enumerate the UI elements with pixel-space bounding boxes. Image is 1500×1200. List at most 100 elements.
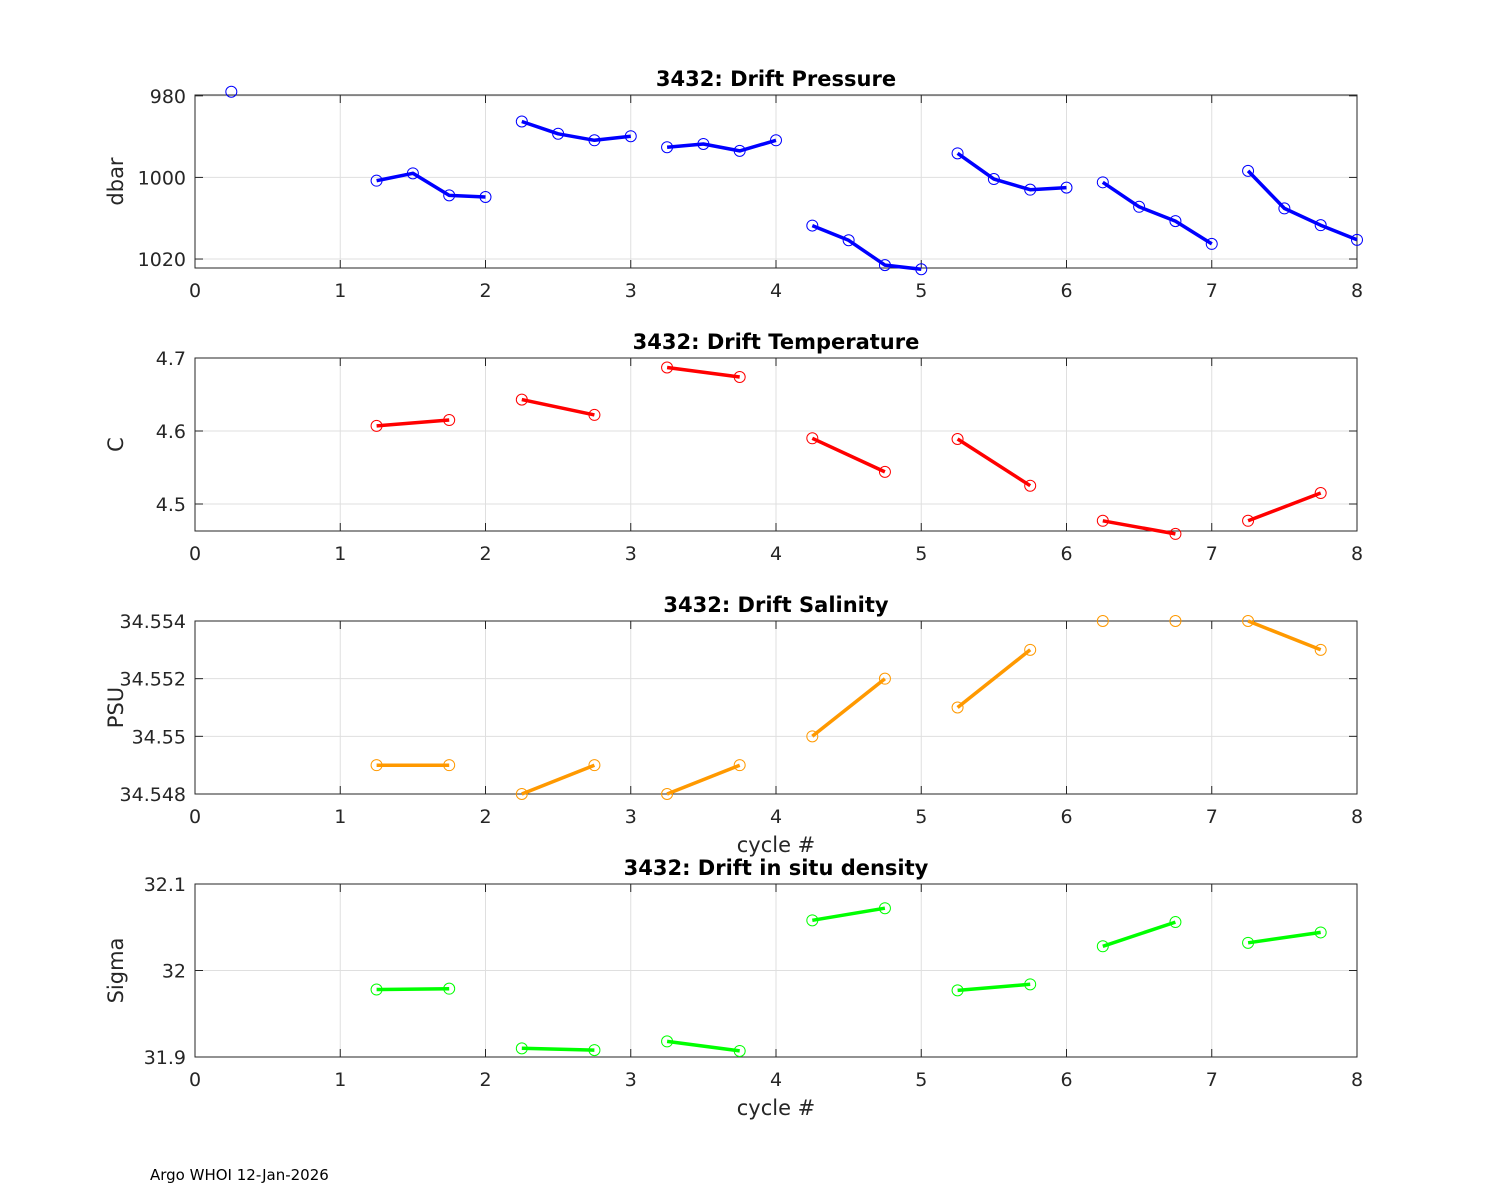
y-axis-label: Sigma xyxy=(104,938,128,1004)
x-tick-label: 4 xyxy=(770,1069,782,1091)
series-line xyxy=(1246,169,1358,242)
data-point xyxy=(661,361,674,374)
data-point xyxy=(1024,643,1037,656)
data-point xyxy=(1242,514,1255,527)
chart-title: 3432: Drift Pressure xyxy=(656,67,896,91)
series-line xyxy=(666,138,777,153)
series-line xyxy=(812,906,886,923)
data-point xyxy=(697,137,710,150)
data-point xyxy=(951,701,964,714)
data-point xyxy=(1242,164,1255,177)
series-line xyxy=(956,151,1067,192)
data-point xyxy=(443,414,456,427)
data-point xyxy=(842,234,855,247)
data-point xyxy=(1169,916,1182,929)
data-point xyxy=(1314,487,1327,500)
series-line xyxy=(1247,491,1322,523)
y-tick-label: 34.548 xyxy=(120,784,186,806)
panel-1: 0 1 2 3 4 5 6 7 8 980 1000 1020 3432: Drift Pressure… xyxy=(104,67,1363,302)
y-tick-label: 980 xyxy=(150,86,186,108)
series-line xyxy=(666,1039,740,1053)
x-tick-label: 1 xyxy=(334,280,346,302)
data-point xyxy=(878,902,891,915)
data-point xyxy=(552,127,565,140)
data-point xyxy=(515,1042,528,1055)
x-tick-label: 5 xyxy=(915,280,927,302)
x-tick-label: 3 xyxy=(625,806,637,828)
data-point xyxy=(915,263,928,276)
x-tick-label: 0 xyxy=(189,280,201,302)
data-point xyxy=(878,465,891,478)
x-tick-label: 2 xyxy=(479,280,491,302)
data-point xyxy=(1096,176,1109,189)
x-tick-label: 6 xyxy=(1060,1069,1072,1091)
y-tick-label: 4.7 xyxy=(156,348,186,370)
data-point xyxy=(806,730,819,743)
data-point xyxy=(370,759,383,772)
x-tick-label: 8 xyxy=(1351,1069,1363,1091)
series-line xyxy=(1102,920,1176,948)
data-point xyxy=(443,982,456,995)
x-tick-label: 5 xyxy=(915,1069,927,1091)
x-tick-label: 3 xyxy=(625,1069,637,1091)
x-tick-label: 4 xyxy=(770,806,782,828)
data-point xyxy=(1024,479,1037,492)
series-line xyxy=(666,365,740,379)
series-line xyxy=(1247,619,1322,652)
data-point xyxy=(770,134,782,147)
series-line xyxy=(521,1046,595,1052)
y-tick-label: 34.55 xyxy=(132,726,186,748)
data-point xyxy=(951,433,964,446)
series-line xyxy=(957,982,1031,993)
data-point xyxy=(661,788,674,800)
series-line xyxy=(521,397,595,417)
data-point xyxy=(1242,615,1255,627)
x-tick-label: 6 xyxy=(1060,806,1072,828)
data-point xyxy=(1351,233,1363,246)
data-point xyxy=(515,115,528,128)
data-point xyxy=(1314,219,1327,232)
x-tick-label: 6 xyxy=(1060,543,1072,565)
footer-credit: Argo WHOI 12-Jan-2026 xyxy=(150,1166,329,1184)
x-tick-label: 1 xyxy=(334,806,346,828)
x-tick-label: 7 xyxy=(1206,1069,1218,1091)
x-tick-label: 2 xyxy=(479,1069,491,1091)
series-line xyxy=(376,986,450,992)
x-tick-label: 4 xyxy=(770,543,782,565)
y-tick-label: 34.552 xyxy=(120,669,186,691)
x-tick-label: 8 xyxy=(1351,806,1363,828)
data-point xyxy=(370,419,383,432)
data-point xyxy=(661,1035,674,1048)
series-line xyxy=(811,436,886,474)
x-tick-label: 1 xyxy=(334,1069,346,1091)
data-point xyxy=(1314,926,1327,939)
data-point xyxy=(443,759,456,772)
data-point xyxy=(1060,181,1073,194)
data-point xyxy=(661,141,674,154)
data-point xyxy=(1096,940,1109,953)
data-point xyxy=(733,759,746,772)
data-point xyxy=(1096,615,1109,627)
data-point xyxy=(878,259,891,272)
data-point xyxy=(806,219,819,232)
x-tick-label: 8 xyxy=(1351,543,1363,565)
y-tick-label: 31.9 xyxy=(144,1047,186,1069)
data-point xyxy=(588,1044,601,1057)
series-line xyxy=(521,119,631,143)
data-point xyxy=(1133,200,1146,213)
data-point xyxy=(806,432,819,445)
data-point xyxy=(733,370,746,383)
series-line xyxy=(666,763,741,796)
data-point xyxy=(733,144,746,157)
data-point xyxy=(1205,237,1218,250)
y-tick-label: 4.5 xyxy=(156,494,186,516)
data-point xyxy=(1314,643,1327,656)
x-tick-label: 8 xyxy=(1351,280,1363,302)
x-tick-label: 3 xyxy=(625,280,637,302)
x-tick-label: 4 xyxy=(770,280,782,302)
data-point xyxy=(515,788,528,800)
series-line xyxy=(956,437,1032,488)
data-point xyxy=(806,914,819,927)
panel-3: 0 1 2 3 4 5 6 7 8 34.548 34.55 34.552 34.554 3432: Dr… xyxy=(104,593,1363,857)
series-line xyxy=(1247,930,1321,945)
